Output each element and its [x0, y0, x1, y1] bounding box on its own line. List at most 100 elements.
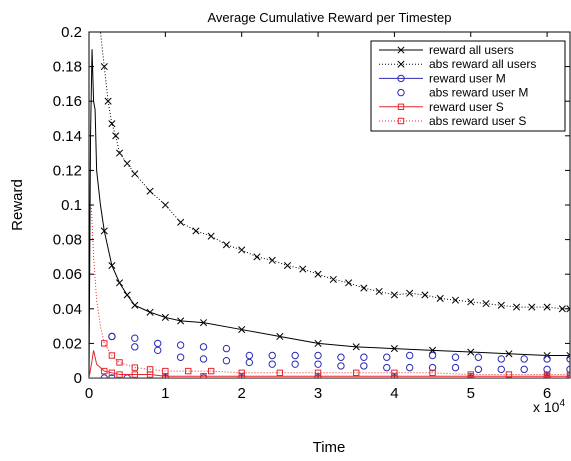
data-point	[360, 284, 368, 292]
data-point	[314, 339, 322, 347]
data-point	[207, 367, 215, 375]
data-point	[268, 360, 276, 368]
series-reward-all-users	[89, 49, 570, 378]
chart-title: Average Cumulative Reward per Timestep	[208, 10, 452, 25]
data-point	[116, 371, 123, 378]
data-point	[314, 360, 322, 368]
data-point	[108, 374, 116, 378]
x-tick-label: 0	[85, 385, 93, 402]
data-point	[520, 355, 528, 363]
data-point	[352, 343, 360, 351]
data-point	[101, 340, 108, 347]
axis-ticks: 0 1 2 3 4 5 6 0 0.02 0.04 0.06 0.08 0.1 0.12 0.14 0.16 0…	[53, 24, 570, 402]
data-point	[360, 353, 368, 361]
data-point	[177, 218, 185, 226]
data-point	[451, 296, 460, 304]
data-point	[299, 265, 307, 273]
data-point	[108, 369, 116, 377]
y-tick-label: 0.08	[53, 232, 82, 249]
data-point	[116, 359, 123, 366]
y-tick-label: 0.02	[53, 335, 82, 352]
data-point	[131, 364, 139, 371]
legend-item: reward user S	[379, 100, 504, 114]
data-point	[146, 187, 154, 195]
data-point	[161, 201, 169, 209]
data-point	[199, 355, 208, 363]
legend-item: reward all users	[379, 43, 514, 57]
legend-item: abs reward all users	[379, 57, 536, 71]
x-tick-label: 4	[390, 385, 398, 402]
data-point	[291, 351, 299, 360]
legend-label: reward user M	[429, 71, 506, 85]
data-point	[161, 313, 169, 322]
series-reward-user-S	[89, 350, 570, 378]
legend-box	[370, 40, 566, 132]
data-point	[337, 362, 345, 370]
data-point	[131, 371, 139, 378]
series-line	[89, 350, 570, 378]
x-axis-label: Time	[313, 439, 346, 456]
legend-item: reward user M	[379, 71, 506, 85]
data-point	[497, 301, 505, 309]
data-point	[482, 300, 490, 308]
data-point	[405, 351, 414, 360]
data-point	[337, 353, 345, 361]
y-tick-label: 0.04	[53, 301, 82, 318]
data-point	[146, 366, 154, 373]
data-point	[245, 351, 254, 360]
x-exponent-label: x 104	[533, 398, 565, 415]
data-point	[192, 227, 200, 235]
legend-marker	[397, 60, 405, 68]
legend-label: abs reward all users	[429, 57, 536, 71]
legend-marker	[397, 46, 405, 54]
data-point	[100, 374, 108, 378]
data-point	[131, 343, 139, 351]
data-point	[291, 360, 299, 368]
data-point	[390, 291, 398, 299]
data-point	[199, 319, 208, 327]
data-point	[162, 367, 169, 375]
series-line	[89, 49, 570, 378]
data-point	[276, 332, 284, 341]
data-point	[131, 301, 139, 309]
series-abs-reward-all-users	[99, 32, 570, 313]
data-point	[176, 353, 185, 361]
data-point	[238, 246, 246, 254]
data-point	[497, 355, 505, 363]
data-point	[314, 351, 322, 360]
x-tick-label: 3	[314, 385, 322, 402]
x-tick-label: 1	[161, 385, 169, 402]
data-point	[268, 351, 276, 360]
y-tick-label: 0.18	[53, 59, 82, 76]
series-abs-reward-user-S	[90, 204, 570, 378]
legend-label: abs reward user M	[429, 86, 528, 100]
data-point	[543, 371, 551, 378]
y-tick-label: 0.14	[53, 128, 82, 145]
data-point	[314, 369, 322, 377]
data-point	[497, 365, 505, 374]
data-point	[112, 132, 120, 140]
data-point	[104, 97, 112, 105]
data-point	[108, 352, 116, 359]
data-point	[245, 358, 254, 367]
legend-item: abs reward user M	[397, 86, 528, 100]
y-tick-label: 0	[74, 370, 82, 387]
data-point	[467, 348, 475, 356]
x-tick-label: 2	[238, 385, 246, 402]
data-point	[154, 339, 162, 348]
data-point	[276, 369, 284, 377]
data-point	[329, 275, 337, 283]
y-axis-label: Reward	[9, 179, 26, 231]
data-point	[353, 369, 360, 377]
data-point	[131, 334, 139, 342]
y-tick-label: 0.2	[61, 24, 82, 41]
legend-marker	[397, 117, 405, 125]
data-point	[474, 365, 483, 374]
data-point	[268, 256, 276, 264]
x-tick-label: 6	[543, 385, 551, 402]
data-point	[543, 355, 551, 363]
legend-label: reward user S	[429, 100, 504, 114]
series-abs-reward-user-M	[108, 332, 570, 374]
data-point	[429, 369, 436, 377]
data-point	[421, 291, 429, 299]
